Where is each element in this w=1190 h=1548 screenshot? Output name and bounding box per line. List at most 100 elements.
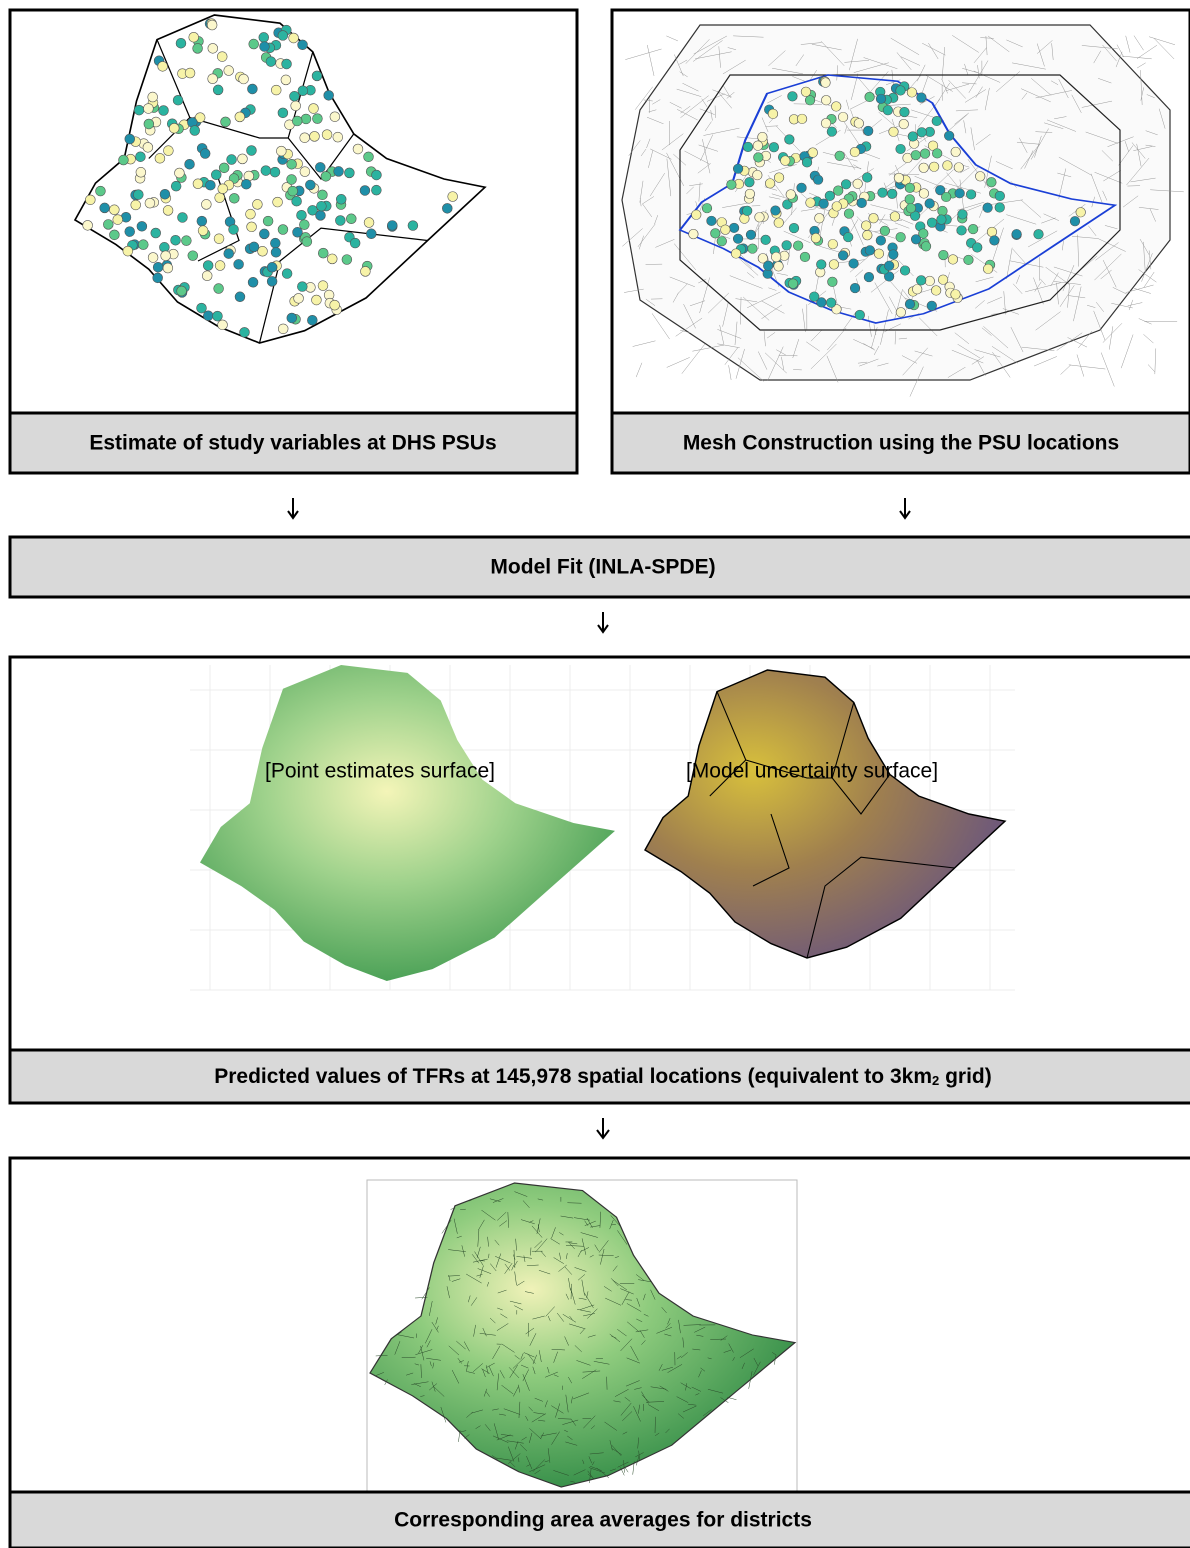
psu-dot [217, 52, 227, 62]
psu-dot [218, 320, 228, 330]
psu-dot [169, 123, 179, 133]
psu-dot [745, 177, 755, 187]
psu-dot [855, 310, 865, 320]
psu-dot [213, 85, 223, 95]
psu-dot [937, 215, 947, 225]
psu-dot [321, 171, 331, 181]
psu-dot [761, 235, 771, 245]
psu-dot [302, 237, 312, 247]
psu-dot [324, 90, 334, 100]
uncertainty-map [645, 670, 1005, 958]
psu-dot [103, 220, 113, 230]
psu-dot [753, 141, 763, 151]
psu-dot [905, 195, 915, 205]
mesh-edge [636, 363, 642, 377]
psu-dot [729, 223, 739, 233]
psu-dot [143, 104, 153, 114]
psu-dot [287, 313, 297, 323]
psu-dot [771, 252, 781, 262]
psu-dot [300, 133, 310, 143]
psu-dot [249, 242, 259, 252]
psu-dot [884, 261, 894, 271]
mesh-edge [647, 45, 654, 76]
psu-dot [896, 232, 906, 242]
psu-dot [259, 32, 269, 42]
psu-dot [448, 192, 458, 202]
psu-dot [333, 132, 343, 142]
psu-dot [948, 255, 958, 265]
psu-dot [299, 220, 309, 230]
psu-dot [889, 127, 899, 137]
psu-dot [282, 59, 292, 69]
mesh-edge [1134, 288, 1151, 293]
psu-dot [896, 144, 906, 154]
psu-dot [850, 283, 860, 293]
psu-dot [990, 236, 1000, 246]
panel-psu: Estimate of study variables at DHS PSUs [10, 10, 577, 473]
psu-dot [813, 175, 823, 185]
psu-dot [278, 108, 288, 118]
psu-dot [136, 152, 146, 162]
psu-dot [214, 284, 224, 294]
psu-dot [689, 229, 699, 239]
psu-dot [864, 272, 874, 282]
mesh-edge [1126, 36, 1130, 53]
psu-dot [826, 298, 836, 308]
psu-dot [780, 156, 790, 166]
psu-dot [235, 112, 245, 122]
psu-dot [309, 104, 319, 114]
psu-dot [853, 179, 863, 189]
psu-dot [292, 196, 302, 206]
psu-dot [364, 152, 374, 162]
psu-dot [137, 221, 147, 231]
psu-dot [138, 240, 148, 250]
psu-dot [880, 226, 890, 236]
psu-dot [119, 155, 129, 165]
psu-dot [278, 324, 288, 334]
psu-dot [200, 149, 210, 159]
psu-dot [819, 199, 829, 209]
psu-dot [958, 210, 968, 220]
psu-dot [278, 225, 288, 235]
psu-dot [197, 303, 207, 313]
psu-dot [360, 186, 370, 196]
psu-dot [955, 188, 965, 198]
psu-dot [315, 162, 325, 172]
psu-dot [372, 170, 382, 180]
psu-dot [746, 230, 756, 240]
psu-dot [201, 199, 211, 209]
psu-dot [143, 142, 153, 152]
psu-dot [983, 264, 993, 274]
mesh-edge [1128, 303, 1143, 306]
arrow [900, 498, 910, 518]
psu-dot [890, 212, 900, 222]
psu-dot [218, 184, 228, 194]
psu-dot [307, 315, 317, 325]
psu-dot [865, 246, 875, 256]
psu-dot [371, 185, 381, 195]
psu-dot [193, 179, 203, 189]
psu-dot [763, 261, 773, 271]
psu-dot [829, 260, 839, 270]
psu-dot [327, 254, 337, 264]
psu-dot [133, 190, 143, 200]
psu-dot [145, 198, 155, 208]
psu-dot [931, 286, 941, 296]
psu-dot [171, 235, 181, 245]
psu-dot [330, 300, 340, 310]
psu-dot [239, 74, 249, 84]
psu-dot [1076, 207, 1086, 217]
psu-dot [229, 193, 239, 203]
psu-dot [841, 179, 851, 189]
psu-dot [270, 238, 280, 248]
psu-dot [863, 230, 873, 240]
psu-dot [224, 66, 234, 76]
psu-dot [789, 223, 799, 233]
psu-dot [785, 135, 795, 145]
psu-dot [215, 193, 225, 203]
psu-dot [123, 246, 133, 256]
psu-dot [733, 234, 743, 244]
psu-dot [148, 253, 158, 263]
psu-dot [176, 38, 186, 48]
psu-dot [287, 175, 297, 185]
